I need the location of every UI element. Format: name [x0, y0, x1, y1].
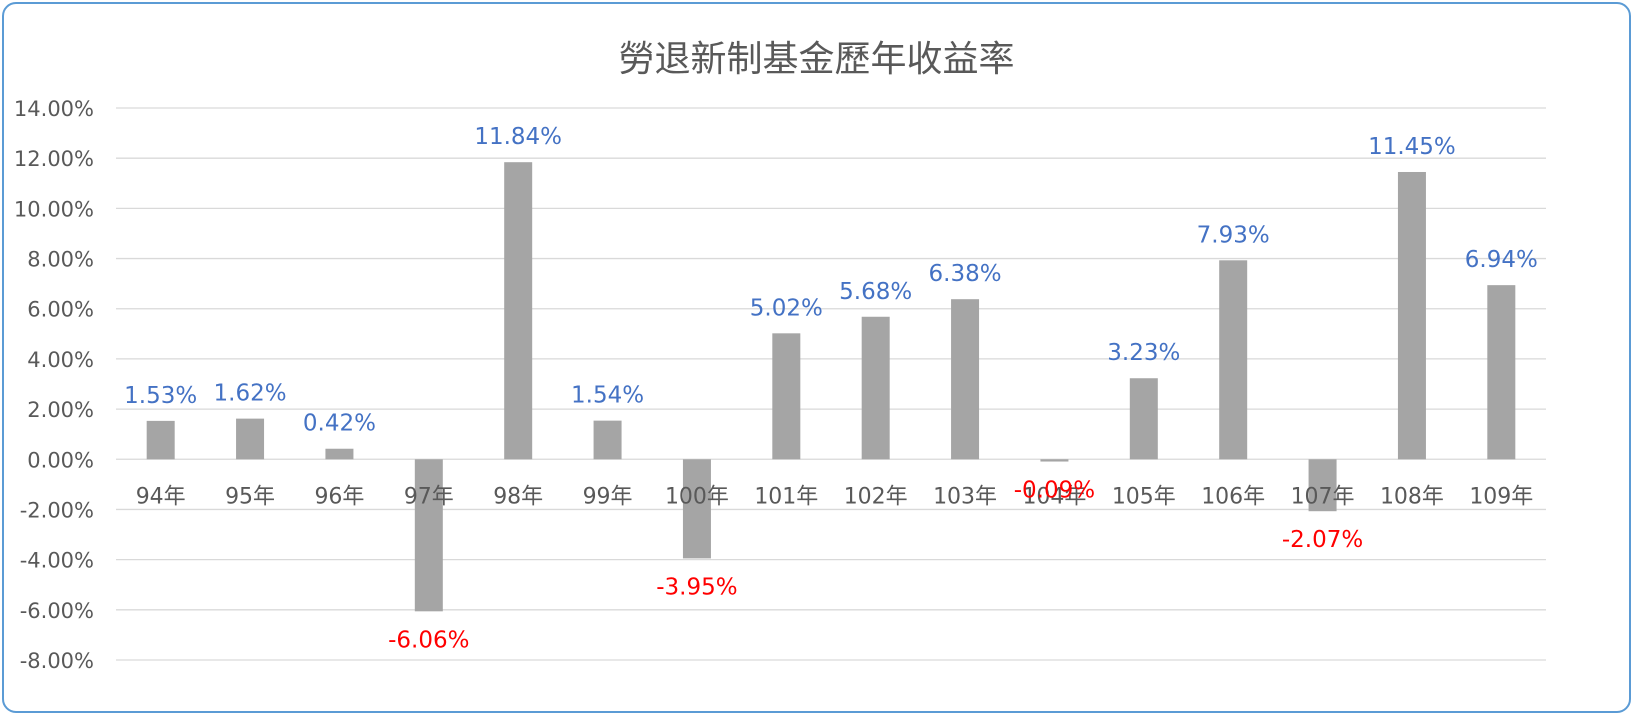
- bar: [1040, 459, 1069, 462]
- data-label: 6.38%: [929, 261, 1002, 287]
- x-category-label: 97年: [404, 484, 454, 509]
- y-tick-label: 12.00%: [14, 147, 94, 171]
- data-label: -0.09%: [1014, 478, 1095, 504]
- y-tick-label: -8.00%: [20, 649, 94, 673]
- data-label: -3.95%: [656, 574, 737, 600]
- x-category-label: 102年: [844, 484, 908, 509]
- data-label: 11.45%: [1368, 134, 1456, 160]
- x-category-label: 108年: [1380, 484, 1444, 509]
- y-tick-label: -4.00%: [20, 549, 94, 573]
- y-axis-ticks: 14.00% 12.00% 10.00% 8.00% 6.00% 4.00% 2.00% 0.…: [14, 97, 94, 673]
- data-label: 0.42%: [303, 411, 376, 437]
- data-label: 5.02%: [750, 295, 823, 321]
- x-category-label: 104年: [1022, 484, 1086, 509]
- y-tick-label: 8.00%: [27, 248, 94, 272]
- x-category-label: 106年: [1201, 484, 1265, 509]
- x-category-label: 99年: [583, 484, 633, 509]
- bars: [146, 162, 1516, 612]
- bar: [951, 299, 980, 460]
- bar: [1308, 459, 1337, 512]
- bar-chart: 14.00% 12.00% 10.00% 8.00% 6.00% 4.00% 2.00% 0.…: [14, 97, 1546, 673]
- x-category-label: 94年: [136, 484, 186, 509]
- x-category-label: 107年: [1291, 484, 1355, 509]
- data-label: 1.53%: [124, 383, 197, 409]
- y-tick-label: 6.00%: [27, 298, 94, 322]
- x-axis-categories: 94年 95年 96年 97年 98年 99年 100年 101年 102年 103年 104年 10…: [136, 484, 1534, 509]
- x-category-label: 95年: [225, 484, 275, 509]
- x-category-label: 105年: [1112, 484, 1176, 509]
- data-labels: 1.53% 1.62% 0.42% -6.06% 11.84% 1.54% -3.95% 5.…: [124, 124, 1538, 653]
- bar: [236, 418, 265, 460]
- bar: [325, 448, 354, 460]
- bar: [1487, 285, 1516, 460]
- bar: [1219, 260, 1248, 460]
- x-category-label: 103年: [933, 484, 997, 509]
- data-label: -2.07%: [1282, 527, 1363, 553]
- gridlines: [116, 107, 1546, 661]
- bar: [146, 420, 175, 460]
- data-label: 6.94%: [1465, 247, 1538, 273]
- y-tick-label: 4.00%: [27, 348, 94, 372]
- y-tick-label: 10.00%: [14, 197, 94, 221]
- data-label: 5.68%: [839, 279, 912, 305]
- y-tick-label: -6.00%: [20, 599, 94, 623]
- chart-title: 勞退新制基金歷年收益率: [618, 39, 1015, 80]
- y-tick-label: 14.00%: [14, 97, 94, 121]
- x-category-label: 96年: [314, 484, 364, 509]
- data-label: 11.84%: [474, 124, 562, 150]
- bar: [504, 162, 533, 460]
- bar: [1397, 171, 1426, 460]
- data-label: 1.54%: [571, 383, 644, 409]
- bar: [593, 420, 622, 460]
- bar: [682, 459, 711, 559]
- data-label: -6.06%: [388, 627, 469, 653]
- bar: [1129, 378, 1158, 460]
- x-category-label: 109年: [1469, 484, 1533, 509]
- bar: [772, 333, 801, 460]
- x-category-label: 101年: [754, 484, 818, 509]
- bar: [414, 459, 443, 612]
- y-tick-label: -2.00%: [20, 498, 94, 522]
- x-category-label: 100年: [665, 484, 729, 509]
- x-category-label: 98年: [493, 484, 543, 509]
- y-tick-label: 2.00%: [27, 398, 94, 422]
- y-tick-label: 0.00%: [27, 448, 94, 472]
- data-label: 3.23%: [1107, 340, 1180, 366]
- data-label: 7.93%: [1197, 222, 1270, 248]
- bar: [861, 316, 890, 460]
- data-label: 1.62%: [214, 381, 287, 407]
